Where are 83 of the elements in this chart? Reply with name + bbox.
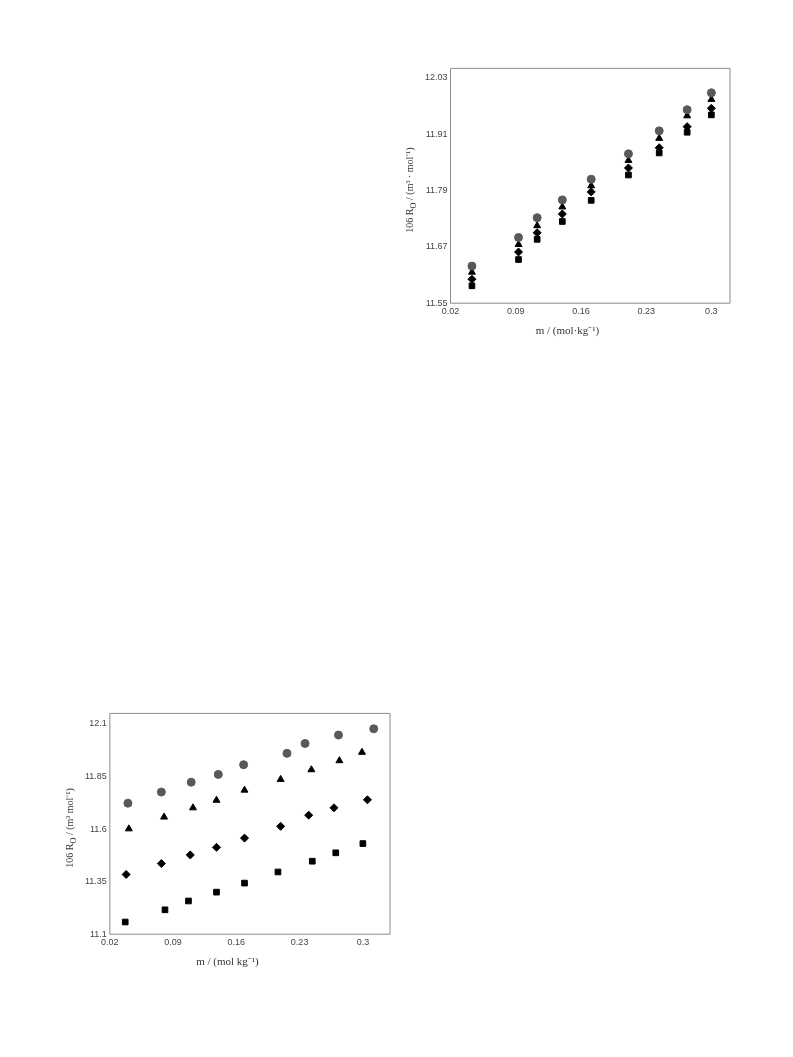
x-tick-label: 0.23: [637, 306, 655, 317]
point: [124, 824, 133, 832]
y-tick-label: 12.03: [424, 72, 448, 83]
point: [623, 163, 633, 173]
point: [467, 274, 477, 284]
x-tick-label: 0.3: [356, 937, 370, 948]
x-tick-label: 0.3: [705, 306, 718, 317]
point: [329, 803, 339, 813]
x-tick-label: 0.16: [227, 937, 246, 948]
point: [586, 174, 596, 184]
point: [708, 111, 715, 119]
y-tick-label: 11.67: [425, 241, 448, 252]
point: [161, 906, 169, 914]
y-tick-label: 12.1: [89, 718, 107, 729]
point: [369, 724, 379, 734]
point: [156, 859, 166, 869]
point: [467, 261, 477, 271]
point: [557, 195, 567, 205]
x-axis-title: m / (mol·kg⁻¹): [534, 323, 601, 337]
point: [211, 842, 221, 852]
y-tick-label: 11.85: [84, 770, 107, 781]
point: [533, 236, 541, 243]
y-tick-label: 11.91: [425, 128, 448, 139]
point: [121, 869, 131, 879]
point: [241, 879, 248, 887]
point: [655, 133, 664, 141]
point: [123, 798, 133, 808]
point: [706, 103, 716, 113]
point: [189, 803, 197, 811]
point: [468, 282, 476, 290]
point: [304, 810, 314, 820]
point: [362, 795, 372, 805]
point: [586, 187, 596, 197]
x-tick-label: 0.02: [441, 306, 460, 317]
point: [308, 857, 316, 865]
point: [121, 918, 129, 926]
point: [240, 833, 250, 843]
point: [333, 730, 343, 740]
point: [587, 197, 595, 204]
point: [274, 868, 282, 876]
point: [332, 849, 340, 857]
point: [557, 209, 567, 219]
point: [335, 756, 344, 764]
point: [654, 126, 664, 136]
point: [706, 88, 716, 98]
point: [185, 850, 195, 860]
point: [623, 149, 633, 159]
x-axis-title: m / (mol kg⁻¹): [195, 954, 260, 968]
point: [514, 247, 524, 257]
y-tick-label: 11.35: [84, 876, 107, 887]
point: [514, 232, 524, 242]
point: [358, 747, 366, 755]
y-tick-label: 11.6: [89, 823, 107, 834]
x-tick-label: 0.16: [572, 306, 590, 317]
point: [300, 738, 310, 748]
point: [515, 256, 522, 263]
point: [213, 888, 220, 896]
x-tick-label: 0.09: [506, 306, 525, 317]
y-tick-label: 11.1: [89, 928, 107, 939]
point: [276, 774, 285, 782]
x-tick-label: 0.23: [290, 937, 309, 948]
point: [240, 785, 249, 793]
point: [185, 897, 192, 905]
point: [359, 840, 367, 847]
point: [212, 795, 221, 803]
point: [213, 769, 223, 779]
point: [186, 777, 196, 787]
y-tick-label: 11.79: [425, 184, 448, 195]
point: [625, 171, 632, 179]
x-tick-label: 0.02: [101, 937, 119, 948]
point: [514, 240, 523, 247]
point: [558, 218, 566, 225]
point: [276, 821, 286, 831]
point: [532, 213, 542, 223]
y-tick-label: 11.55: [425, 297, 448, 308]
point: [533, 221, 542, 229]
point: [282, 748, 292, 758]
point: [682, 105, 692, 115]
x-tick-label: 0.09: [164, 937, 182, 948]
point: [307, 765, 316, 773]
point: [160, 812, 169, 820]
point: [239, 760, 249, 770]
point: [156, 787, 166, 797]
